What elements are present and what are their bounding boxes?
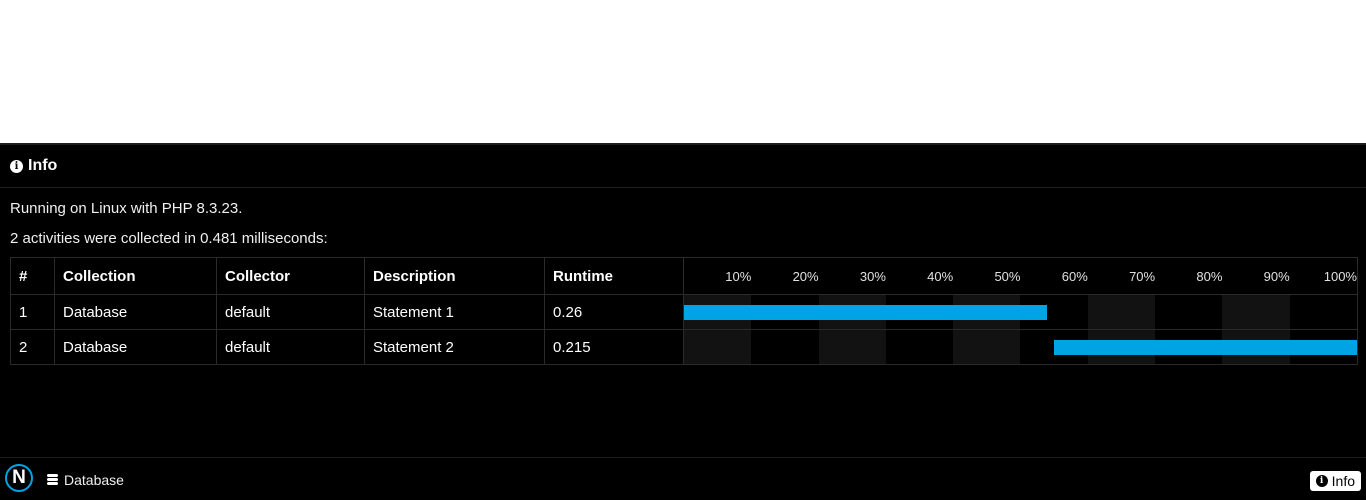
- timeline-tick: 30%: [859, 268, 886, 284]
- table-row: 2 Database default Statement 2 0.215: [10, 329, 1358, 365]
- timeline-tick: 20%: [792, 268, 819, 284]
- header-runtime: Runtime: [544, 257, 684, 295]
- environment-text: Running on Linux with PHP 8.3.23.: [10, 200, 243, 217]
- activities-table: # Collection Collector Description Runti…: [10, 257, 1358, 365]
- info-panel: i Info Running on Linux with PHP 8.3.23.…: [0, 143, 1366, 457]
- header-collection: Collection: [54, 257, 217, 295]
- panel-title: Info: [28, 157, 58, 174]
- header-description: Description: [364, 257, 545, 295]
- row-collector: default: [216, 294, 365, 330]
- database-icon: [47, 474, 58, 486]
- logo[interactable]: N: [5, 464, 33, 492]
- timeline-band: [1222, 295, 1290, 329]
- timeline-tick: 100%: [1323, 268, 1357, 284]
- row-num: 1: [10, 294, 55, 330]
- summary-text: 2 activities were collected in 0.481 mil…: [10, 230, 328, 247]
- timeline-bar: [1054, 340, 1357, 355]
- row-collection: Database: [54, 294, 217, 330]
- row-num: 2: [10, 329, 55, 365]
- panel-header: i Info: [0, 145, 1366, 188]
- header-collector: Collector: [216, 257, 365, 295]
- info-icon: i: [10, 159, 23, 173]
- timeline-tick: 60%: [1061, 268, 1088, 284]
- info-tab[interactable]: i Info: [1309, 471, 1361, 491]
- database-tab-label: Database: [64, 472, 124, 488]
- timeline-band: [953, 330, 1021, 364]
- row-description: Statement 1: [364, 294, 545, 330]
- timeline-band: [1087, 295, 1156, 329]
- row-timeline: [683, 294, 1358, 330]
- debugbar-footer: N Database i Info: [0, 457, 1366, 500]
- timeline-tick: 90%: [1263, 268, 1290, 284]
- info-tab-label: Info: [1331, 473, 1355, 489]
- row-runtime: 0.26: [544, 294, 684, 330]
- timeline-tick: 80%: [1196, 268, 1223, 284]
- timeline-tick: 70%: [1129, 268, 1156, 284]
- row-timeline: [683, 329, 1358, 365]
- row-collection: Database: [54, 329, 217, 365]
- timeline-tick: 40%: [927, 268, 954, 284]
- row-collector: default: [216, 329, 365, 365]
- table-row: 1 Database default Statement 1 0.26: [10, 294, 1358, 330]
- row-description: Statement 2: [364, 329, 545, 365]
- table-header-row: # Collection Collector Description Runti…: [10, 257, 1358, 295]
- timeline-band: [684, 330, 752, 364]
- timeline-bar: [684, 305, 1048, 320]
- timeline-band: [818, 330, 886, 364]
- timeline-tick: 10%: [725, 268, 752, 284]
- header-num: #: [10, 257, 55, 295]
- header-timeline: 10% 20% 30% 40% 50% 60% 70% 80% 90% 100%: [683, 257, 1358, 295]
- info-icon: i: [1315, 475, 1328, 487]
- database-tab[interactable]: Database: [47, 472, 124, 488]
- row-runtime: 0.215: [544, 329, 684, 365]
- timeline-tick: 50%: [994, 268, 1021, 284]
- timeline-ticks: 10% 20% 30% 40% 50% 60% 70% 80% 90% 100%: [685, 259, 1357, 294]
